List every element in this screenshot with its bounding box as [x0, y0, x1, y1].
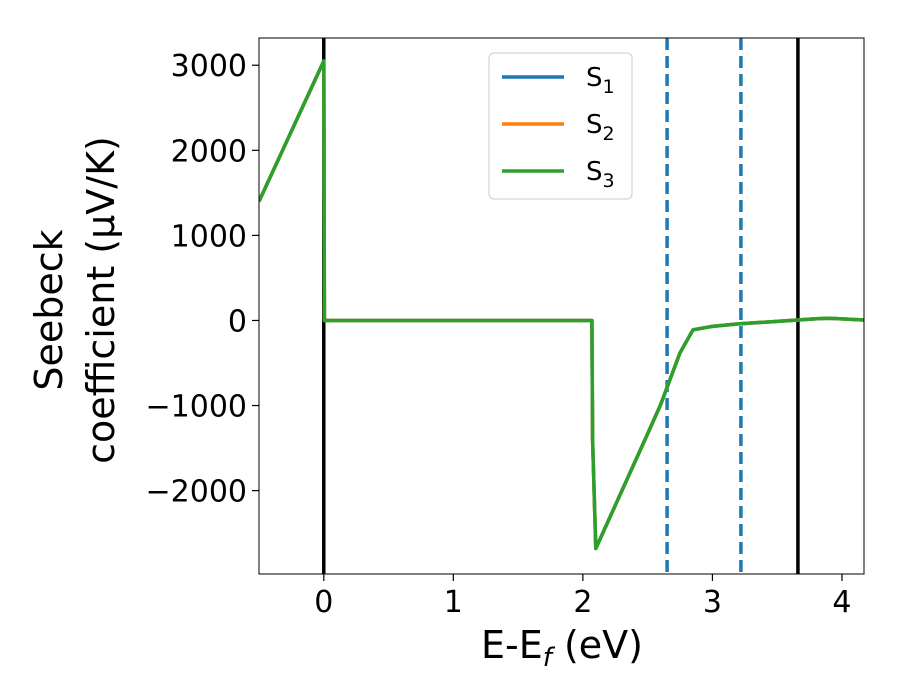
y-tick-label: 1000: [171, 219, 247, 254]
legend-label-S3: S3: [586, 157, 615, 192]
y-tick-label: 2000: [171, 134, 247, 169]
legend-label-S2: S2: [586, 110, 615, 145]
x-axis-title-main: E-E: [481, 623, 543, 667]
y-axis-ticks: −2000 −1000 0 1000 2000 3000: [146, 49, 259, 510]
y-tick-label: −1000: [146, 390, 247, 425]
legend-label-S1: S1: [586, 63, 615, 98]
legend-box: [488, 52, 633, 200]
y-tick-label: 0: [228, 304, 247, 339]
plot-frame: [258, 37, 865, 575]
x-tick-label: 2: [573, 585, 592, 620]
x-axis-title: E-Ef (eV): [481, 623, 643, 673]
y-tick-label: −2000: [146, 475, 247, 510]
y-tick-label: 3000: [171, 49, 247, 84]
y-axis-title-line2: coefficient (μV/K): [79, 136, 123, 464]
series-line-S3: [259, 59, 864, 551]
x-tick-label: 4: [832, 585, 851, 620]
series-lines: [259, 59, 864, 551]
legend: S1 S2 S3: [488, 52, 633, 200]
x-tick-label: 1: [444, 585, 463, 620]
x-tick-label: 0: [314, 585, 333, 620]
x-tick-label: 3: [703, 585, 722, 620]
x-axis-ticks: 0 1 2 3 4: [314, 574, 852, 620]
x-axis-title-unit: (eV): [552, 623, 643, 667]
y-axis-title-line1: Seebeck: [27, 229, 71, 390]
